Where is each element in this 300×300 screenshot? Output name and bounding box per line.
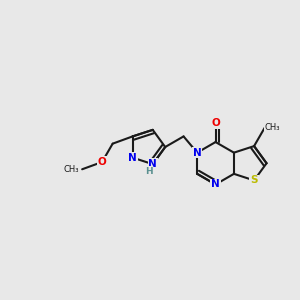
Text: N: N	[148, 159, 157, 169]
Text: CH₃: CH₃	[265, 123, 280, 132]
Text: N: N	[211, 179, 220, 190]
Text: N: N	[128, 153, 137, 163]
Text: N: N	[193, 148, 202, 158]
Text: S: S	[250, 176, 258, 185]
Text: O: O	[211, 118, 220, 128]
Text: O: O	[98, 157, 106, 167]
Text: CH₃: CH₃	[64, 165, 79, 174]
Text: H: H	[145, 167, 152, 176]
